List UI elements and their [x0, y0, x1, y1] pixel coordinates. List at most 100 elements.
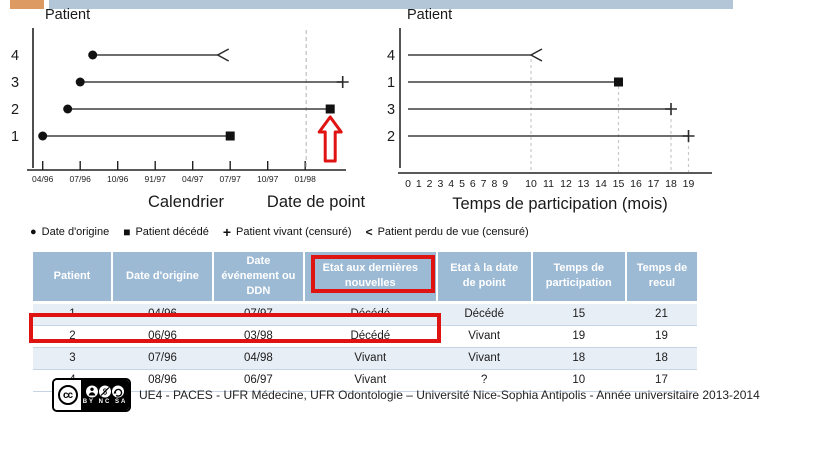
- cc-icon: cc: [54, 380, 81, 410]
- svg-text:1: 1: [11, 129, 19, 145]
- origin-dot-marker: [63, 104, 73, 114]
- svg-text:04/97: 04/97: [182, 174, 204, 184]
- red-up-arrow-annotation: [317, 115, 343, 163]
- patients-table-wrapper: Patient Date d'origine Date événement ou D…: [29, 252, 697, 392]
- svg-text:Calendrier: Calendrier: [148, 193, 225, 211]
- deceased-square-marker: [325, 104, 335, 114]
- svg-text:16: 16: [630, 178, 642, 190]
- column-header: Temps de participation: [531, 252, 627, 304]
- origin-dot-marker: [38, 131, 48, 141]
- svg-text:01/98: 01/98: [295, 174, 317, 184]
- legend-item: + Patient vivant (censuré): [223, 225, 352, 239]
- table-cell: 18: [531, 347, 626, 370]
- svg-text:07/96: 07/96: [70, 174, 92, 184]
- column-header: Etat aux dernières nouvelles: [303, 252, 438, 304]
- svg-text:2: 2: [387, 129, 395, 145]
- table-cell: Vivant: [303, 347, 437, 370]
- lost-to-followup-chevron-marker: [529, 48, 543, 62]
- legend-item: < Patient perdu de vue (censuré): [366, 226, 529, 238]
- table-cell: ?: [436, 369, 532, 392]
- table-cell: 06/97: [212, 369, 304, 392]
- svg-text:3: 3: [11, 75, 19, 91]
- table-cell: 15: [531, 302, 626, 326]
- alive-plus-marker: [682, 130, 695, 142]
- svg-text:0: 0: [405, 178, 411, 190]
- cc-caption: BY NC SA: [82, 399, 128, 405]
- deceased-square-marker: [614, 77, 623, 87]
- table-row: 2 06/96 03/98 Décédé Vivant 19 19: [33, 325, 697, 348]
- table-cell: 03/98: [212, 325, 304, 348]
- table-cell: 10: [531, 369, 626, 392]
- table-cell: Décédé: [303, 302, 437, 326]
- svg-text:4: 4: [448, 178, 454, 190]
- table-cell: 07/96: [112, 347, 213, 370]
- legend-label: Patient perdu de vue (censuré): [377, 226, 529, 238]
- table-cell: 06/96: [112, 325, 213, 348]
- svg-text:17: 17: [648, 178, 660, 190]
- svg-text:8: 8: [491, 178, 497, 190]
- table-cell: 3: [33, 347, 113, 370]
- svg-text:07/97: 07/97: [220, 174, 242, 184]
- svg-text:2: 2: [427, 178, 433, 190]
- table-cell: 21: [625, 302, 697, 326]
- svg-text:6: 6: [470, 178, 476, 190]
- svg-text:2: 2: [11, 102, 19, 118]
- table-cell: Vivant: [436, 347, 532, 370]
- svg-text:Patient: Patient: [407, 7, 452, 23]
- svg-text:9: 9: [502, 178, 508, 190]
- table-cell: 04/98: [212, 347, 304, 370]
- svg-text:15: 15: [613, 178, 625, 190]
- table-cell: 04/96: [112, 302, 213, 326]
- table-cell: Décédé: [303, 325, 437, 348]
- svg-text:4: 4: [387, 48, 395, 64]
- origin-dot-marker: [75, 77, 85, 87]
- legend-label: Date d'origine: [41, 226, 110, 238]
- svg-text:3: 3: [387, 102, 395, 118]
- table-cell: 17: [625, 369, 697, 392]
- alive-plus-marker: [336, 76, 349, 88]
- svg-text:Date de point: Date de point: [267, 193, 366, 211]
- credits-text: UE4 - PACES - UFR Médecine, UFR Odontolo…: [139, 388, 760, 402]
- legend: ● Date d'origine ■ Patient décédé + Patient v…: [30, 225, 529, 239]
- svg-text:14: 14: [595, 178, 607, 190]
- column-header: Temps de recul: [625, 252, 697, 304]
- calendar-timeline-chart: Patient 04/96 07/96 10/96 91/97 04/97 07/97 10/…: [11, 7, 366, 211]
- table-row: 1 04/96 07/97 Décédé Décédé 15 21: [33, 302, 697, 326]
- footer: cc $ BY NC SA UE4 - PACES - UFR Médecine…: [52, 378, 760, 412]
- table-cell: Décédé: [436, 302, 532, 326]
- table-row: 3 07/96 04/98 Vivant Vivant 18 18: [33, 347, 697, 370]
- table-cell: 2: [33, 325, 113, 348]
- column-header: Date d'origine: [112, 252, 214, 304]
- table-cell: 07/97: [212, 302, 304, 326]
- deceased-square-marker: [225, 131, 235, 141]
- svg-text:3: 3: [437, 178, 443, 190]
- deceased-square-icon: ■: [123, 225, 131, 239]
- lost-to-followup-chevron-marker: [216, 48, 230, 62]
- table-cell: Vivant: [436, 325, 532, 348]
- svg-text:18: 18: [665, 178, 677, 190]
- table-header: Patient Date d'origine Date événement ou D…: [33, 252, 697, 304]
- svg-text:1: 1: [416, 178, 422, 190]
- svg-text:4: 4: [11, 48, 19, 64]
- legend-label: Patient vivant (censuré): [236, 226, 352, 238]
- origin-dot-icon: ●: [30, 225, 37, 238]
- svg-text:1: 1: [387, 75, 395, 91]
- column-header: Etat à la date de point: [436, 252, 533, 304]
- svg-text:7: 7: [481, 178, 487, 190]
- svg-text:10/96: 10/96: [107, 174, 129, 184]
- alive-plus-icon: +: [222, 224, 232, 240]
- table-cell: 19: [531, 325, 626, 348]
- alive-plus-marker: [665, 103, 677, 115]
- legend-item: ■ Patient décédé: [123, 226, 209, 238]
- svg-text:13: 13: [578, 178, 590, 190]
- legend-item: ● Date d'origine: [30, 226, 109, 238]
- orange-accent-bar: [10, 0, 44, 9]
- table-cell: 1: [33, 302, 113, 326]
- patients-table: Patient Date d'origine Date événement ou D…: [33, 252, 697, 392]
- svg-text:5: 5: [459, 178, 465, 190]
- table-cell: 19: [625, 325, 697, 348]
- blue-accent-bar: [49, 0, 733, 9]
- svg-text:12: 12: [560, 178, 572, 190]
- cc-license-badge: cc $ BY NC SA: [52, 378, 131, 412]
